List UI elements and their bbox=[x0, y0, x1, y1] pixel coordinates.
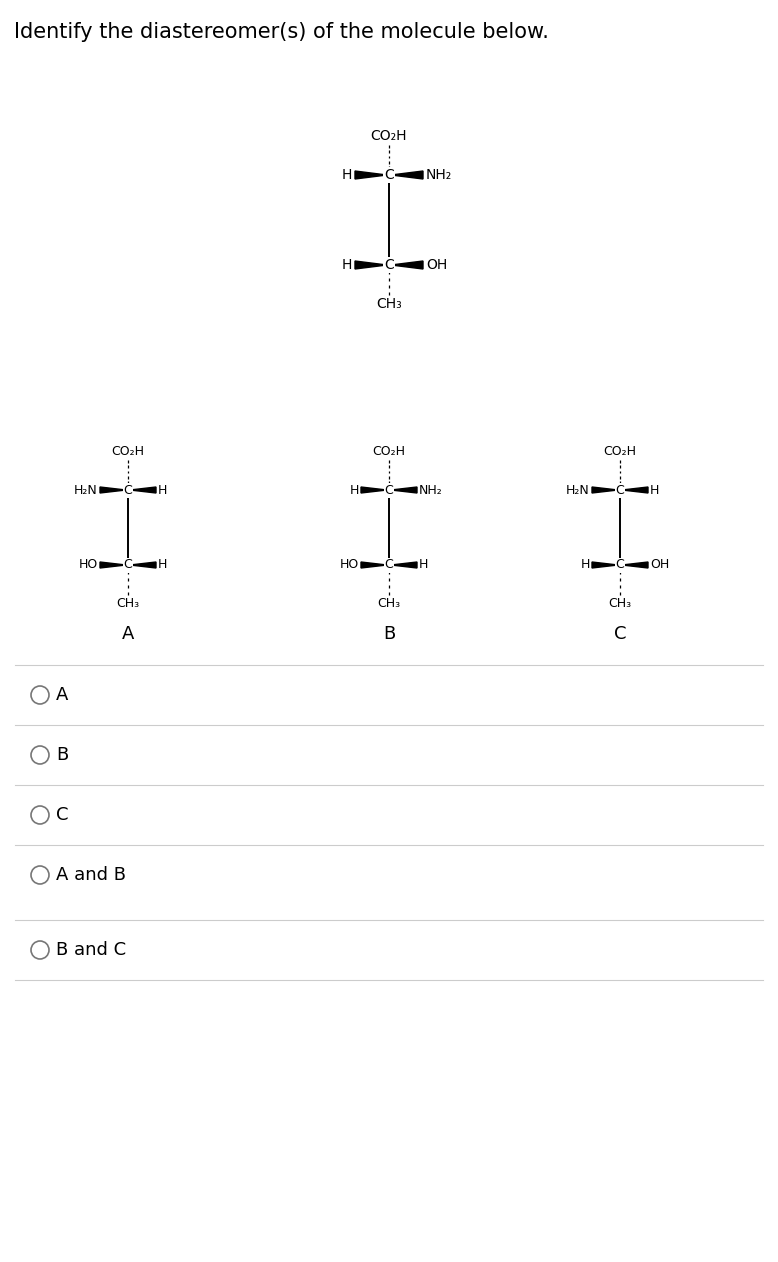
Text: B: B bbox=[383, 625, 395, 644]
Text: C: C bbox=[615, 483, 625, 496]
Polygon shape bbox=[592, 487, 618, 493]
Polygon shape bbox=[100, 562, 126, 568]
Text: A: A bbox=[122, 625, 134, 644]
Polygon shape bbox=[130, 562, 156, 568]
Text: CH₃: CH₃ bbox=[608, 597, 632, 610]
Text: A and B: A and B bbox=[56, 866, 126, 883]
Text: C: C bbox=[614, 625, 626, 644]
Polygon shape bbox=[592, 562, 618, 568]
Text: CO₂H: CO₂H bbox=[371, 129, 407, 143]
Text: CH₃: CH₃ bbox=[377, 597, 401, 610]
Text: H: H bbox=[349, 483, 359, 496]
Text: HO: HO bbox=[79, 559, 98, 572]
Text: H: H bbox=[158, 559, 167, 572]
Text: H: H bbox=[650, 483, 660, 496]
Polygon shape bbox=[391, 487, 417, 493]
Text: OH: OH bbox=[650, 559, 669, 572]
Polygon shape bbox=[361, 487, 387, 493]
Text: H₂N: H₂N bbox=[74, 483, 98, 496]
Text: A: A bbox=[56, 687, 68, 704]
Text: H: H bbox=[580, 559, 590, 572]
Text: C: C bbox=[384, 559, 394, 572]
Text: H: H bbox=[419, 559, 429, 572]
Text: C: C bbox=[384, 168, 394, 182]
Polygon shape bbox=[130, 487, 156, 493]
Text: C: C bbox=[384, 483, 394, 496]
Polygon shape bbox=[622, 562, 648, 568]
Text: CH₃: CH₃ bbox=[117, 597, 139, 610]
Text: B and C: B and C bbox=[56, 941, 126, 959]
Polygon shape bbox=[622, 487, 648, 493]
Polygon shape bbox=[100, 487, 126, 493]
Text: HO: HO bbox=[340, 559, 359, 572]
Polygon shape bbox=[361, 562, 387, 568]
Text: H₂N: H₂N bbox=[566, 483, 590, 496]
Text: C: C bbox=[384, 257, 394, 273]
Text: C: C bbox=[124, 559, 132, 572]
Polygon shape bbox=[355, 261, 387, 269]
Text: H: H bbox=[342, 168, 352, 182]
Text: CO₂H: CO₂H bbox=[604, 445, 636, 458]
Polygon shape bbox=[355, 170, 387, 179]
Text: CH₃: CH₃ bbox=[376, 297, 402, 310]
Polygon shape bbox=[391, 562, 417, 568]
Text: H: H bbox=[158, 483, 167, 496]
Text: NH₂: NH₂ bbox=[426, 168, 452, 182]
Polygon shape bbox=[391, 170, 423, 179]
Text: H: H bbox=[342, 257, 352, 273]
Text: Identify the diastereomer(s) of the molecule below.: Identify the diastereomer(s) of the mole… bbox=[14, 21, 548, 42]
Text: C: C bbox=[124, 483, 132, 496]
Text: CO₂H: CO₂H bbox=[373, 445, 405, 458]
Text: OH: OH bbox=[426, 257, 447, 273]
Text: CO₂H: CO₂H bbox=[111, 445, 145, 458]
Polygon shape bbox=[391, 261, 423, 269]
Text: C: C bbox=[615, 559, 625, 572]
Text: B: B bbox=[56, 746, 68, 764]
Text: C: C bbox=[56, 806, 68, 824]
Text: NH₂: NH₂ bbox=[419, 483, 443, 496]
